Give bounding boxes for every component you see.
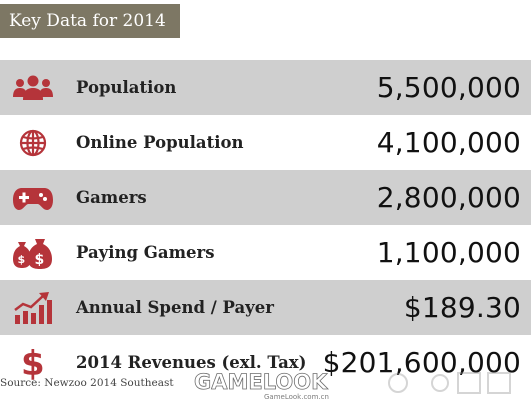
row-gamers: Gamers 2,800,000 <box>0 170 531 225</box>
globe-icon <box>11 125 55 161</box>
row-value: $201,600,000 <box>322 346 521 379</box>
growth-chart-icon <box>11 290 55 326</box>
row-label: Gamers <box>76 188 147 207</box>
row-label: 2014 Revenues (exl. Tax) <box>76 353 307 372</box>
gamepad-icon <box>11 180 55 216</box>
row-value: 4,100,000 <box>376 126 521 159</box>
row-value: 5,500,000 <box>376 71 521 104</box>
row-label: Online Population <box>76 133 244 152</box>
row-label: Annual Spend / Payer <box>76 298 274 317</box>
row-annual-spend: Annual Spend / Payer $189.30 <box>0 280 531 335</box>
row-population: Population 5,500,000 <box>0 60 531 115</box>
row-label: Paying Gamers <box>76 243 215 262</box>
row-label: Population <box>76 78 177 97</box>
svg-text:$: $ <box>18 253 26 266</box>
svg-text:$: $ <box>35 252 45 268</box>
dollar-sign-icon: $ <box>11 345 55 381</box>
key-data-table: Population 5,500,000 Online Population 4… <box>0 60 531 390</box>
row-value: 1,100,000 <box>376 236 521 269</box>
row-value: 2,800,000 <box>376 181 521 214</box>
source-note: Source: Newzoo 2014 Southeast <box>0 377 174 389</box>
row-paying-gamers: $ $ Paying Gamers 1,100,000 <box>0 225 531 280</box>
row-value: $189.30 <box>403 291 521 324</box>
money-bags-icon: $ $ <box>11 235 55 271</box>
row-online-population: Online Population 4,100,000 <box>0 115 531 170</box>
svg-text:$: $ <box>21 345 45 381</box>
watermark-sub: GameLook.com.cn <box>264 393 329 401</box>
people-group-icon <box>11 70 55 106</box>
row-revenues: $ 2014 Revenues (exl. Tax) $201,600,000 <box>0 335 531 390</box>
page-title: Key Data for 2014 <box>0 4 180 38</box>
